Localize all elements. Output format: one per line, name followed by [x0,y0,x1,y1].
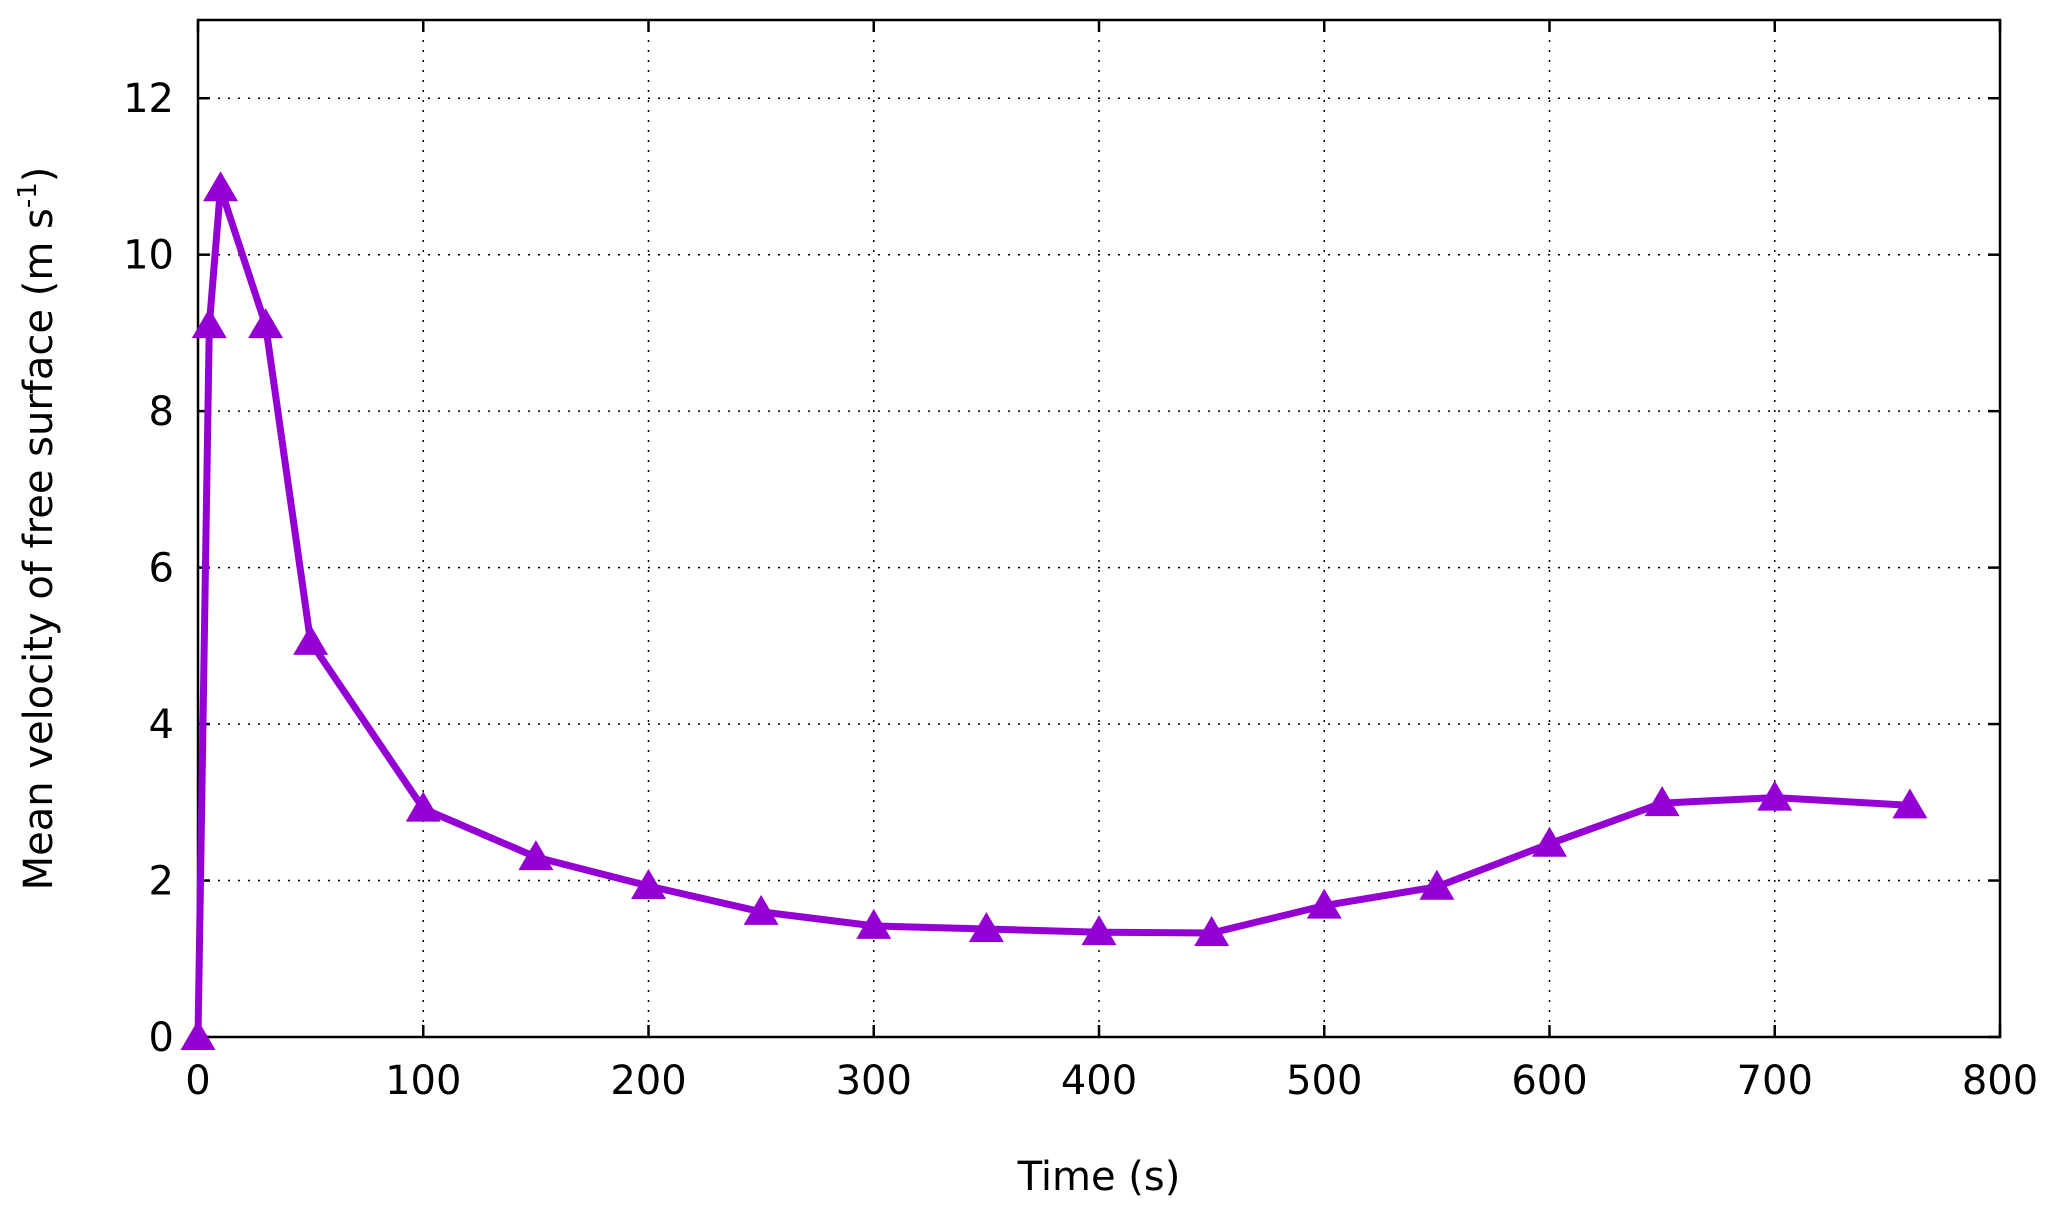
x-tick-labels: 0 100 200 300 400 500 600 700 800 [185,1058,2038,1104]
x-tick-label: 600 [1511,1058,1587,1104]
data-point-marker [743,894,779,925]
data-point-marker [631,869,666,900]
y-tick-label: 4 [149,702,174,748]
y-tick-label: 2 [149,859,174,905]
series-group [180,171,1928,1050]
data-point-marker [293,624,329,655]
data-point-marker [1532,826,1567,857]
x-tick-label: 300 [836,1058,912,1104]
y-axis-title-close: ) [16,167,62,183]
x-tick-label: 700 [1737,1058,1813,1104]
data-point-marker [180,1020,216,1050]
data-point-marker [1892,788,1928,819]
data-point-marker [1644,786,1680,817]
data-point-marker [1306,888,1342,919]
data-point-marker [405,791,441,822]
x-tick-label: 200 [610,1058,686,1104]
data-point-marker [518,840,554,871]
x-tick-label: 800 [1962,1058,2038,1104]
x-tick-label: 500 [1286,1058,1362,1104]
data-point-marker [1081,915,1117,946]
y-tick-labels: 0 2 4 6 8 10 12 [123,76,174,1061]
data-point-marker [968,912,1004,943]
y-tick-label: 0 [149,1015,174,1061]
x-tick-label: 0 [185,1058,210,1104]
data-point-marker [203,171,239,202]
x-tick-label: 400 [1061,1058,1137,1104]
y-tick-label: 6 [149,546,174,592]
data-point-marker [248,308,284,339]
x-tick-label: 100 [385,1058,461,1104]
data-point-marker [1419,869,1455,900]
data-point-marker [1194,915,1230,946]
series-line [194,184,1911,1038]
y-tick-label: 10 [123,233,174,279]
x-axis-title: Time (s) [1017,1154,1181,1200]
axis-ticks [196,20,2002,1039]
grid [198,20,2000,1037]
plot-frame [196,18,2002,1039]
y-tick-label: 8 [149,389,174,435]
y-tick-label: 12 [123,76,174,122]
data-point-marker [856,908,892,939]
data-point-marker [1757,780,1793,811]
y-axis-title-main: Mean velocity of free surface (m s [16,208,62,890]
y-axis-title-superscript: -1 [13,182,43,208]
data-point-marker [191,308,227,339]
y-axis-title: Mean velocity of free surface (m s-1) [13,167,62,891]
